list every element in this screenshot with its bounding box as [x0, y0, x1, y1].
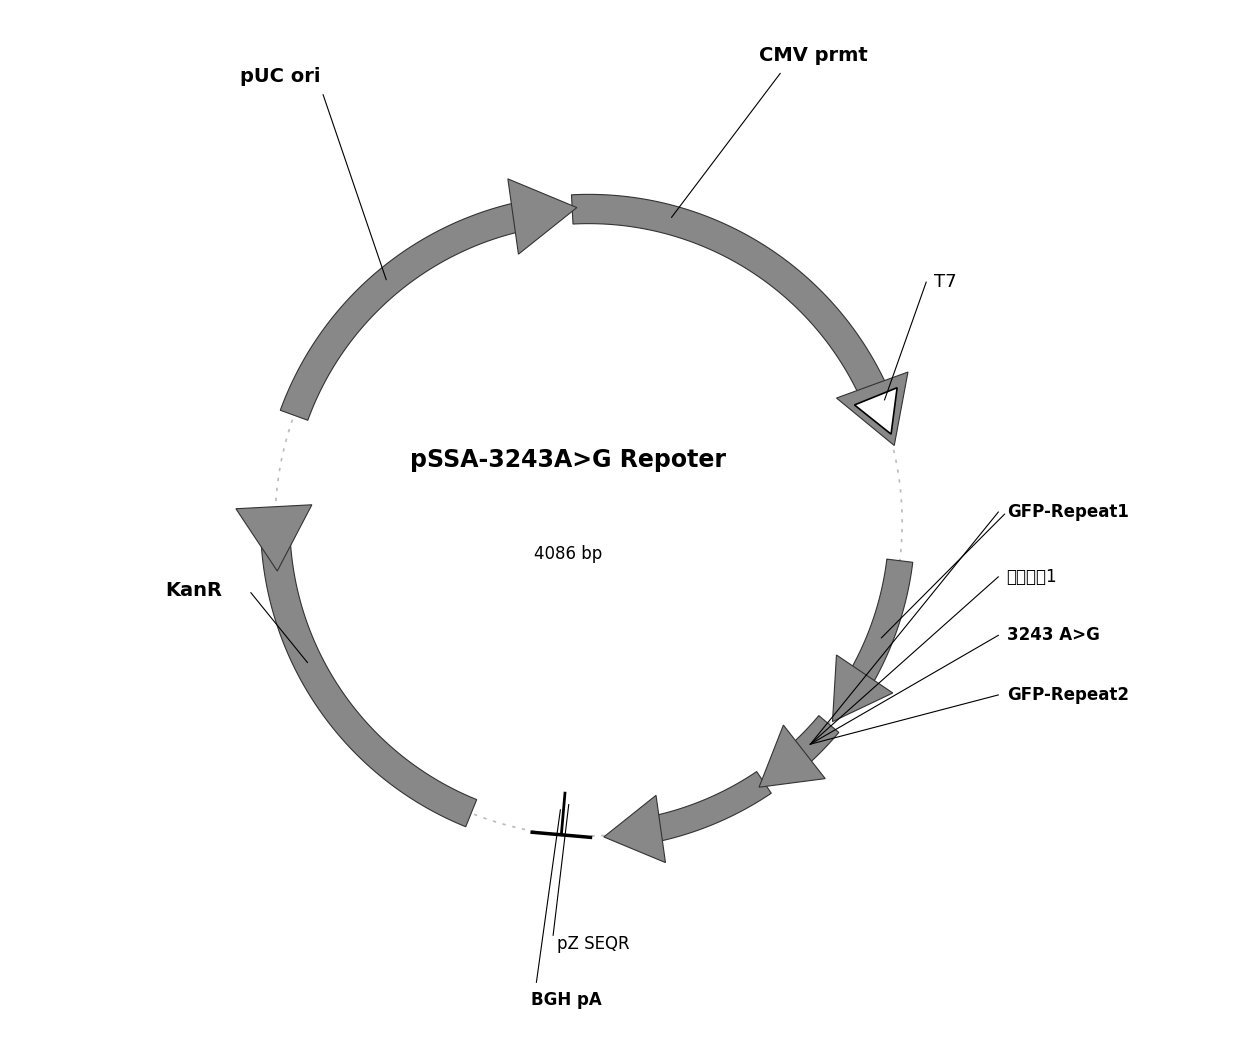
Polygon shape	[838, 559, 913, 705]
Text: 目标序列1: 目标序列1	[1007, 567, 1058, 586]
Polygon shape	[604, 795, 666, 862]
Text: 3243 A>G: 3243 A>G	[1007, 626, 1100, 645]
Polygon shape	[236, 505, 312, 571]
Text: pUC ori: pUC ori	[241, 67, 321, 86]
Polygon shape	[280, 198, 547, 420]
Text: pZ SEQR: pZ SEQR	[557, 935, 630, 953]
Text: pSSA-3243A>G Repoter: pSSA-3243A>G Repoter	[409, 448, 725, 471]
Polygon shape	[508, 179, 577, 254]
Text: 4086 bp: 4086 bp	[533, 544, 601, 563]
Polygon shape	[630, 771, 771, 845]
Text: GFP-Repeat2: GFP-Repeat2	[1007, 686, 1128, 704]
Polygon shape	[774, 716, 838, 780]
Text: T7: T7	[934, 273, 956, 292]
Text: GFP-Repeat1: GFP-Repeat1	[1007, 503, 1128, 521]
Polygon shape	[837, 372, 908, 445]
Polygon shape	[832, 655, 893, 722]
Polygon shape	[572, 194, 897, 420]
Text: CMV prmt: CMV prmt	[759, 46, 868, 65]
Polygon shape	[260, 538, 476, 827]
Polygon shape	[854, 388, 897, 434]
Polygon shape	[759, 725, 825, 787]
Text: BGH pA: BGH pA	[531, 991, 601, 1008]
Text: KanR: KanR	[165, 581, 222, 600]
